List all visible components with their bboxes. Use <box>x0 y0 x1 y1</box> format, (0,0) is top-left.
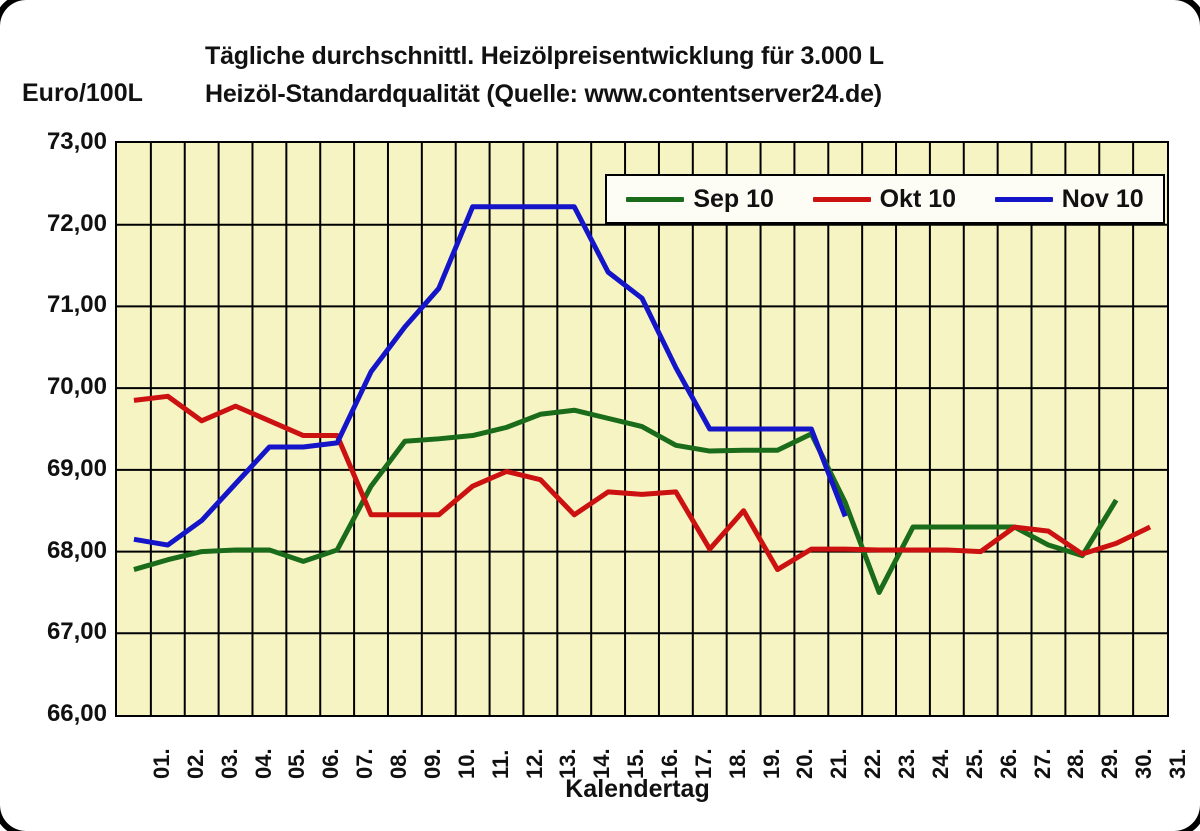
chart-plot-svg <box>117 143 1167 715</box>
series-line-okt-10 <box>133 393 1152 573</box>
legend-label: Okt 10 <box>879 184 957 213</box>
y-axis-unit-label: Euro/100L <box>22 79 143 107</box>
y-axis-tick-label: 71,00 <box>46 291 107 319</box>
series-line-sep-10 <box>133 407 1119 595</box>
legend-entry: Nov 10 <box>994 184 1144 214</box>
y-axis-tick-label: 67,00 <box>46 618 107 646</box>
legend-label: Nov 10 <box>1061 184 1144 213</box>
legend-entry: Okt 10 <box>812 184 957 214</box>
legend-entry: Sep 10 <box>626 185 774 214</box>
grid-lines <box>117 143 1167 715</box>
x-axis-title: Kalendertag <box>565 775 710 803</box>
legend-line-swatch-icon <box>994 196 1053 202</box>
legend-label: Sep 10 <box>693 184 774 213</box>
y-axis-tick-label: 70,00 <box>46 373 107 401</box>
plot-area <box>115 141 1169 717</box>
y-axis-tick-label: 69,00 <box>46 454 107 482</box>
chart-legend: Sep 10 Okt 10 Nov 10 <box>605 174 1165 224</box>
y-axis-tick-label: 73,00 <box>46 128 107 155</box>
chart-title-line-1: Tägliche durchschnittl. Heizölpreisentwi… <box>205 42 884 70</box>
legend-line-swatch-icon <box>812 196 871 202</box>
y-axis-tick-labels: 73,00 72,00 71,00 70,00 69,00 68,00 67,00 66,00 <box>0 0 107 831</box>
y-axis-tick-label: 68,00 <box>46 536 107 564</box>
legend-line-swatch-icon <box>626 196 685 202</box>
y-axis-tick-label: 66,00 <box>46 700 107 727</box>
y-axis-tick-label: 72,00 <box>46 209 107 237</box>
series-line-nov-10 <box>133 204 848 548</box>
chart-title-line-2: Heizöl-Standardqualität (Quelle: www.con… <box>205 80 882 108</box>
